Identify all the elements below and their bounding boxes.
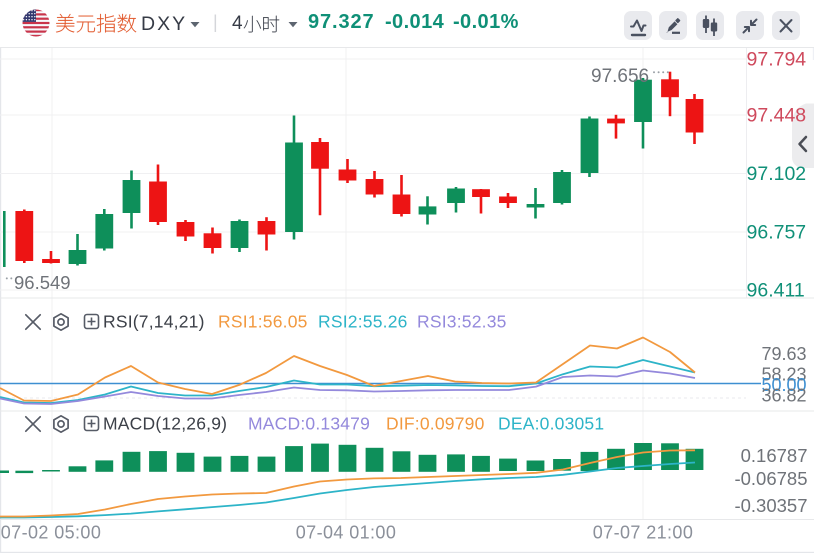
svg-text:-0.06785: -0.06785 xyxy=(734,468,807,489)
svg-text:07-04 01:00: 07-04 01:00 xyxy=(296,523,396,543)
svg-text:RSI3:52.35: RSI3:52.35 xyxy=(417,312,507,332)
svg-text:96.757: 96.757 xyxy=(747,222,807,244)
svg-text:DEA:0.03051: DEA:0.03051 xyxy=(498,414,604,434)
svg-text:RSI2:55.26: RSI2:55.26 xyxy=(318,312,408,332)
svg-text:97.448: 97.448 xyxy=(747,105,807,127)
svg-text:97.656: 97.656 xyxy=(591,66,649,87)
svg-text:07-02 05:00: 07-02 05:00 xyxy=(1,523,101,543)
svg-text:RSI1:56.05: RSI1:56.05 xyxy=(218,312,308,332)
svg-text:97.102: 97.102 xyxy=(747,163,807,185)
svg-text:RSI(7,14,21): RSI(7,14,21) xyxy=(103,312,205,332)
svg-text:07-07 21:00: 07-07 21:00 xyxy=(593,523,693,543)
svg-text:96.549: 96.549 xyxy=(14,272,71,293)
svg-text:58.23: 58.23 xyxy=(761,365,806,385)
svg-text:DIF:0.09790: DIF:0.09790 xyxy=(386,414,485,434)
svg-text:50.00: 50.00 xyxy=(761,375,806,395)
svg-text:97.794: 97.794 xyxy=(747,49,807,71)
svg-text:96.411: 96.411 xyxy=(747,280,805,302)
svg-text:-0.30357: -0.30357 xyxy=(734,495,807,516)
svg-text:0.16787: 0.16787 xyxy=(741,445,808,466)
svg-text:36.82: 36.82 xyxy=(761,386,806,406)
svg-text:MACD:0.13479: MACD:0.13479 xyxy=(248,414,370,434)
svg-text:79.63: 79.63 xyxy=(761,344,806,364)
svg-text:MACD(12,26,9): MACD(12,26,9) xyxy=(103,414,227,434)
